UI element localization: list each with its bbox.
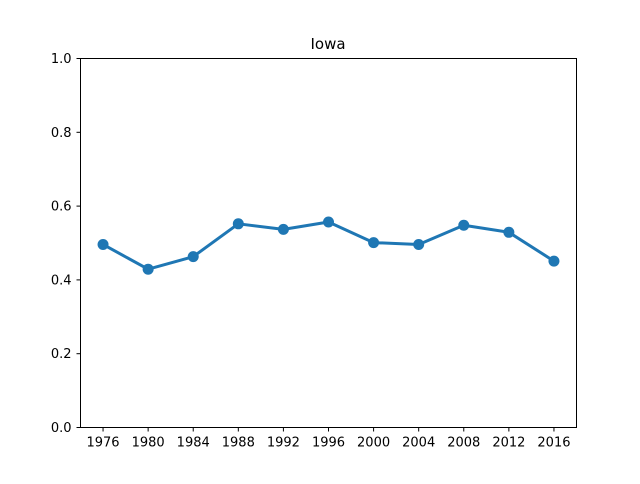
x-tick-label: 2004 [402,436,435,451]
x-axis: 1976 1980 1984 1988 1992 1996 2000 2004 2008 2012… [86,427,571,451]
x-tick-label: 1996 [312,436,345,451]
plot-area-frame [80,58,577,428]
y-tick-label: 0.0 [51,421,72,436]
data-point [232,218,244,230]
data-point [277,223,289,235]
data-point [413,238,425,250]
chart-title: Iowa [310,35,345,53]
data-point [503,226,515,238]
y-tick-label: 0.4 [51,273,72,288]
data-point [97,238,109,250]
x-tick-label: 2008 [447,436,480,451]
x-tick-label: 1992 [267,436,300,451]
series-line [101,220,556,271]
data-point [142,263,154,275]
data-point [323,216,334,228]
y-axis: 0.0 0.2 0.4 0.6 0.8 1.0 [51,52,81,436]
x-tick-label: 1988 [222,436,255,451]
x-tick-label: 1976 [86,436,119,451]
data-point [187,251,199,263]
data-point [458,219,470,231]
y-tick-label: 0.6 [51,200,72,215]
y-tick-label: 1.0 [51,52,72,67]
x-tick-label: 2012 [492,436,525,451]
x-tick-label: 2016 [537,436,570,451]
y-tick-label: 0.8 [51,126,72,141]
y-tick-label: 0.2 [51,347,72,362]
series-layer [97,216,560,275]
x-tick-label: 1984 [177,436,210,451]
x-tick-label: 1980 [132,436,165,451]
data-point [548,255,560,267]
x-tick-label: 2000 [357,436,390,451]
data-point [368,237,380,249]
